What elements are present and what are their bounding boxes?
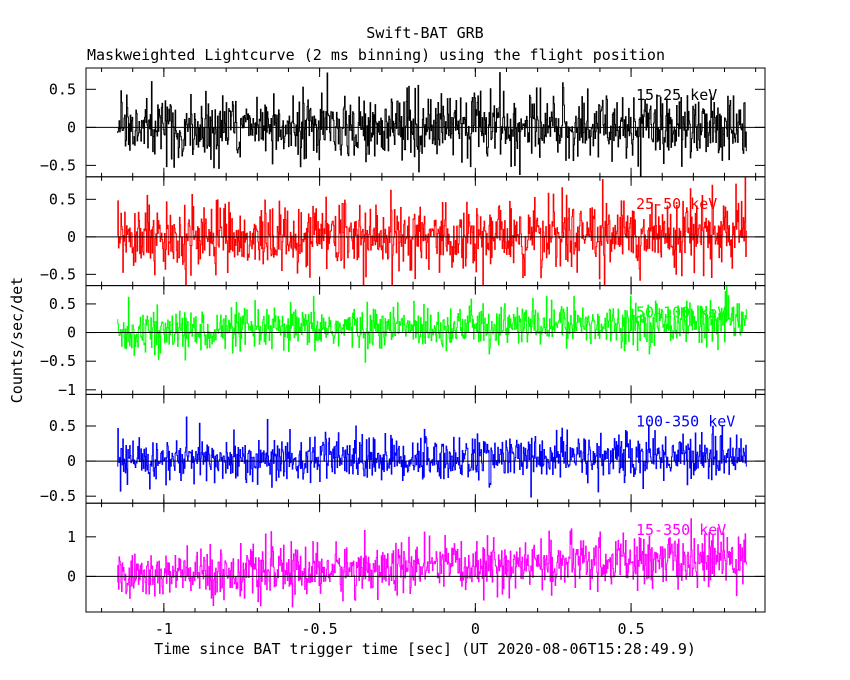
- y-tick-label: −0.5: [40, 487, 76, 505]
- x-tick-label: -1: [155, 620, 173, 638]
- band-label: 100-350 keV: [636, 412, 735, 430]
- band-label: 15-25 keV: [636, 86, 717, 104]
- panel-15-25-kev: 0.5 0 −0.5 15-25 keV: [40, 67, 766, 178]
- y-axis-label: Counts/sec/det: [8, 277, 26, 403]
- series-line: [117, 72, 747, 177]
- x-tick-label: 0: [471, 620, 480, 638]
- y-tick-label: 0: [67, 567, 76, 585]
- y-tick-label: 0.5: [49, 190, 76, 208]
- x-axis-label: Time since BAT trigger time [sec] (UT 20…: [154, 640, 696, 658]
- y-tick-label: 0: [67, 452, 76, 470]
- series-line: [117, 285, 747, 363]
- y-tick-label: −0.5: [40, 156, 76, 174]
- chart-subtitle: Maskweighted Lightcurve (2 ms binning) u…: [87, 46, 665, 64]
- y-tick-label: 0.5: [49, 295, 76, 313]
- y-tick-label: −1: [58, 381, 76, 399]
- chart-title: Swift-BAT GRB: [366, 24, 483, 42]
- y-tick-label: 0.5: [49, 417, 76, 435]
- panel-50-100-kev: 0.5 0 −0.5 −1 50-100 keV: [40, 285, 766, 399]
- y-tick-label: −0.5: [40, 265, 76, 283]
- x-tick-label: -0.5: [302, 620, 338, 638]
- series-line: [117, 416, 747, 498]
- x-tick-label: 0.5: [618, 620, 645, 638]
- series-line: [117, 176, 747, 286]
- series-line: [117, 518, 747, 608]
- y-tick-label: −0.5: [40, 352, 76, 370]
- panel-25-50-kev: 0.5 0 −0.5 25-50 keV: [40, 176, 766, 287]
- band-label: 50-100 keV: [636, 304, 726, 322]
- band-label: 25-50 keV: [636, 195, 717, 213]
- y-tick-label: 1: [67, 528, 76, 546]
- y-tick-label: 0.5: [49, 80, 76, 98]
- y-tick-label: 0: [67, 324, 76, 342]
- band-label: 15-350 keV: [636, 521, 726, 539]
- y-tick-label: 0: [67, 118, 76, 136]
- y-tick-label: 0: [67, 228, 76, 246]
- panel-frame: [85, 502, 766, 613]
- panel-15-350-kev: 1 0 15-350 keV: [67, 502, 766, 613]
- panel-100-350-kev: 0.5 0 −0.5 100-350 keV: [40, 393, 766, 505]
